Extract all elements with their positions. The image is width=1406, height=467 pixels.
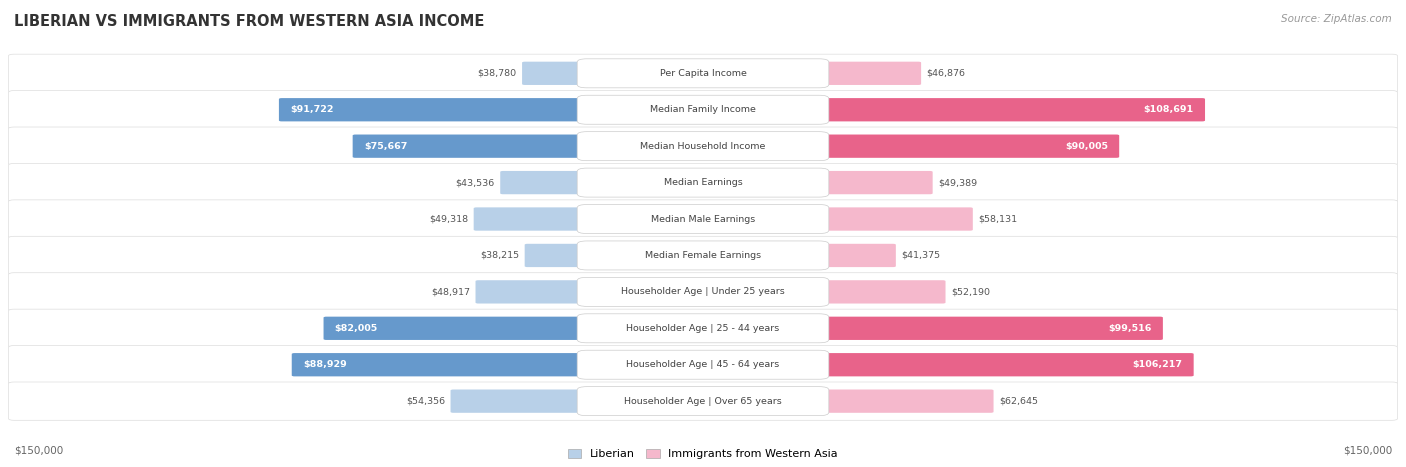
FancyBboxPatch shape xyxy=(578,95,830,124)
Text: Per Capita Income: Per Capita Income xyxy=(659,69,747,78)
Text: Householder Age | 45 - 64 years: Householder Age | 45 - 64 years xyxy=(627,360,779,369)
FancyBboxPatch shape xyxy=(8,91,1398,129)
FancyBboxPatch shape xyxy=(578,314,830,343)
FancyBboxPatch shape xyxy=(700,62,921,85)
FancyBboxPatch shape xyxy=(578,205,830,234)
FancyBboxPatch shape xyxy=(578,387,830,416)
Text: $52,190: $52,190 xyxy=(950,287,990,297)
Text: $62,645: $62,645 xyxy=(1000,396,1038,406)
FancyBboxPatch shape xyxy=(8,236,1398,275)
Text: $38,780: $38,780 xyxy=(477,69,516,78)
FancyBboxPatch shape xyxy=(323,317,706,340)
FancyBboxPatch shape xyxy=(8,54,1398,92)
FancyBboxPatch shape xyxy=(700,317,1163,340)
FancyBboxPatch shape xyxy=(578,59,830,88)
Text: $99,516: $99,516 xyxy=(1108,324,1152,333)
Text: $108,691: $108,691 xyxy=(1143,105,1194,114)
Text: $75,667: $75,667 xyxy=(364,142,408,151)
Text: $150,000: $150,000 xyxy=(14,446,63,456)
Text: $106,217: $106,217 xyxy=(1132,360,1182,369)
Text: $90,005: $90,005 xyxy=(1064,142,1108,151)
FancyBboxPatch shape xyxy=(8,382,1398,420)
FancyBboxPatch shape xyxy=(8,127,1398,165)
FancyBboxPatch shape xyxy=(700,134,1119,158)
Text: $48,917: $48,917 xyxy=(430,287,470,297)
Text: Median Household Income: Median Household Income xyxy=(640,142,766,151)
FancyBboxPatch shape xyxy=(474,207,706,231)
FancyBboxPatch shape xyxy=(700,244,896,267)
FancyBboxPatch shape xyxy=(522,62,706,85)
Text: Median Male Earnings: Median Male Earnings xyxy=(651,214,755,224)
FancyBboxPatch shape xyxy=(8,200,1398,238)
Text: Median Earnings: Median Earnings xyxy=(664,178,742,187)
FancyBboxPatch shape xyxy=(450,389,706,413)
FancyBboxPatch shape xyxy=(700,171,932,194)
Text: $46,876: $46,876 xyxy=(927,69,966,78)
Text: $41,375: $41,375 xyxy=(901,251,941,260)
FancyBboxPatch shape xyxy=(700,207,973,231)
Text: $58,131: $58,131 xyxy=(979,214,1018,224)
FancyBboxPatch shape xyxy=(8,346,1398,384)
Legend: Liberian, Immigrants from Western Asia: Liberian, Immigrants from Western Asia xyxy=(568,449,838,459)
Text: $43,536: $43,536 xyxy=(456,178,495,187)
Text: Median Family Income: Median Family Income xyxy=(650,105,756,114)
FancyBboxPatch shape xyxy=(578,241,830,270)
Text: Householder Age | Over 65 years: Householder Age | Over 65 years xyxy=(624,396,782,406)
FancyBboxPatch shape xyxy=(578,168,830,197)
FancyBboxPatch shape xyxy=(8,309,1398,347)
FancyBboxPatch shape xyxy=(8,163,1398,202)
FancyBboxPatch shape xyxy=(501,171,706,194)
FancyBboxPatch shape xyxy=(700,353,1194,376)
Text: Householder Age | 25 - 44 years: Householder Age | 25 - 44 years xyxy=(627,324,779,333)
FancyBboxPatch shape xyxy=(578,277,830,306)
FancyBboxPatch shape xyxy=(578,350,830,379)
Text: $54,356: $54,356 xyxy=(406,396,444,406)
Text: $82,005: $82,005 xyxy=(335,324,378,333)
Text: $49,389: $49,389 xyxy=(938,178,977,187)
Text: Source: ZipAtlas.com: Source: ZipAtlas.com xyxy=(1281,14,1392,24)
Text: Householder Age | Under 25 years: Householder Age | Under 25 years xyxy=(621,287,785,297)
FancyBboxPatch shape xyxy=(475,280,706,304)
FancyBboxPatch shape xyxy=(578,132,830,161)
FancyBboxPatch shape xyxy=(353,134,706,158)
FancyBboxPatch shape xyxy=(700,98,1205,121)
FancyBboxPatch shape xyxy=(291,353,706,376)
Text: $49,318: $49,318 xyxy=(429,214,468,224)
FancyBboxPatch shape xyxy=(700,389,994,413)
Text: $150,000: $150,000 xyxy=(1343,446,1392,456)
FancyBboxPatch shape xyxy=(8,273,1398,311)
FancyBboxPatch shape xyxy=(700,280,945,304)
Text: $38,215: $38,215 xyxy=(479,251,519,260)
Text: $88,929: $88,929 xyxy=(302,360,347,369)
Text: Median Female Earnings: Median Female Earnings xyxy=(645,251,761,260)
FancyBboxPatch shape xyxy=(278,98,706,121)
FancyBboxPatch shape xyxy=(524,244,706,267)
Text: $91,722: $91,722 xyxy=(290,105,333,114)
Text: LIBERIAN VS IMMIGRANTS FROM WESTERN ASIA INCOME: LIBERIAN VS IMMIGRANTS FROM WESTERN ASIA… xyxy=(14,14,485,29)
